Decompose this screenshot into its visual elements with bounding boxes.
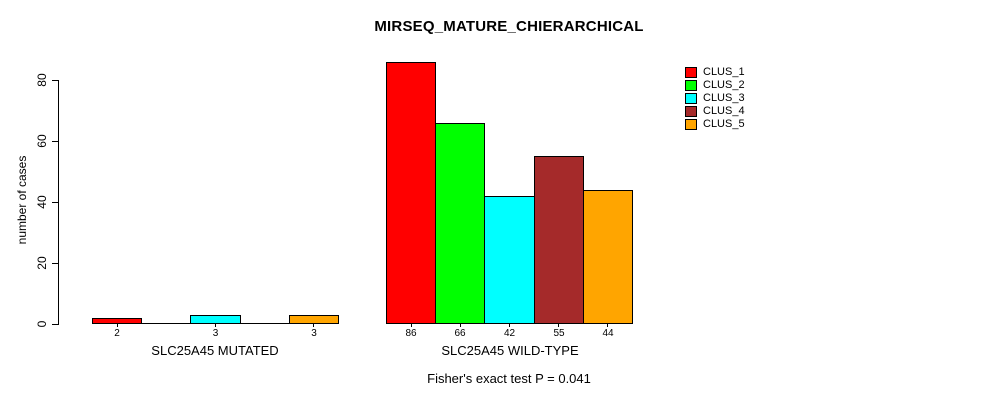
bar-clus_1-group2 (386, 62, 436, 324)
x-axis-tick (411, 324, 412, 327)
y-axis-tick (52, 80, 58, 81)
legend-label: CLUS_1 (703, 66, 745, 78)
annotation-pvalue: Fisher's exact test P = 0.041 (427, 371, 591, 386)
bar-value-label: 2 (114, 328, 120, 339)
bar-clus_4-group1 (240, 323, 290, 324)
bar-value-label: 55 (553, 328, 565, 339)
y-axis-tick-label: 80 (35, 73, 49, 87)
legend-label: CLUS_5 (703, 118, 745, 130)
bar-value-label: 3 (311, 328, 317, 339)
bar-clus_2-group2 (435, 123, 485, 324)
legend: CLUS_1 CLUS_2 CLUS_3 CLUS_4 CLUS_5 (685, 66, 745, 131)
y-axis-tick-label: 40 (35, 195, 49, 209)
y-axis-title: number of cases (15, 155, 29, 245)
legend-swatch-clus_2 (685, 80, 697, 91)
legend-item-clus_5: CLUS_5 (685, 118, 745, 131)
y-axis-tick (52, 324, 58, 325)
x-axis-tick (215, 324, 216, 327)
x-axis-tick (313, 324, 314, 327)
x-axis-tick (607, 324, 608, 327)
legend-swatch-clus_4 (685, 106, 697, 117)
chart-title: MIRSEQ_MATURE_CHIERARCHICAL (374, 18, 644, 35)
y-axis-tick-label: 20 (35, 256, 49, 270)
legend-item-clus_3: CLUS_3 (685, 92, 745, 105)
bar-clus_3-group2 (484, 196, 535, 324)
bar-value-label: 66 (454, 328, 466, 339)
legend-label: CLUS_2 (703, 79, 745, 91)
legend-swatch-clus_3 (685, 93, 697, 104)
bar-value-label: 3 (212, 328, 219, 339)
y-axis-tick (52, 263, 58, 264)
bar-value-label: 86 (405, 328, 417, 339)
legend-item-clus_4: CLUS_4 (685, 105, 745, 118)
bar-value-label: 42 (503, 328, 516, 339)
legend-label: CLUS_3 (703, 92, 745, 104)
x-axis-tick (117, 324, 118, 327)
legend-swatch-clus_5 (685, 119, 697, 130)
bar-clus_5-group2 (583, 190, 633, 324)
x-group-label-mutated: SLC25A45 MUTATED (151, 343, 279, 358)
legend-label: CLUS_4 (703, 105, 745, 117)
x-axis-tick (558, 324, 559, 327)
y-axis-tick (52, 141, 58, 142)
x-axis-tick (460, 324, 461, 327)
legend-item-clus_2: CLUS_2 (685, 79, 745, 92)
y-axis-tick (52, 202, 58, 203)
legend-item-clus_1: CLUS_1 (685, 66, 745, 79)
bar-clus_2-group1 (141, 323, 191, 324)
y-axis-tick-label: 0 (35, 320, 49, 328)
y-axis-line (58, 80, 59, 325)
x-axis-tick (509, 324, 510, 327)
bar-clus_4-group2 (534, 156, 584, 324)
legend-swatch-clus_1 (685, 67, 697, 78)
x-group-label-wildtype: SLC25A45 WILD-TYPE (441, 343, 579, 358)
y-axis-tick-label: 60 (35, 134, 49, 148)
bar-clus_1-group1 (92, 318, 142, 324)
bar-clus_5-group1 (289, 315, 339, 324)
bar-value-label: 44 (602, 328, 614, 339)
bar-clus_3-group1 (190, 315, 241, 324)
